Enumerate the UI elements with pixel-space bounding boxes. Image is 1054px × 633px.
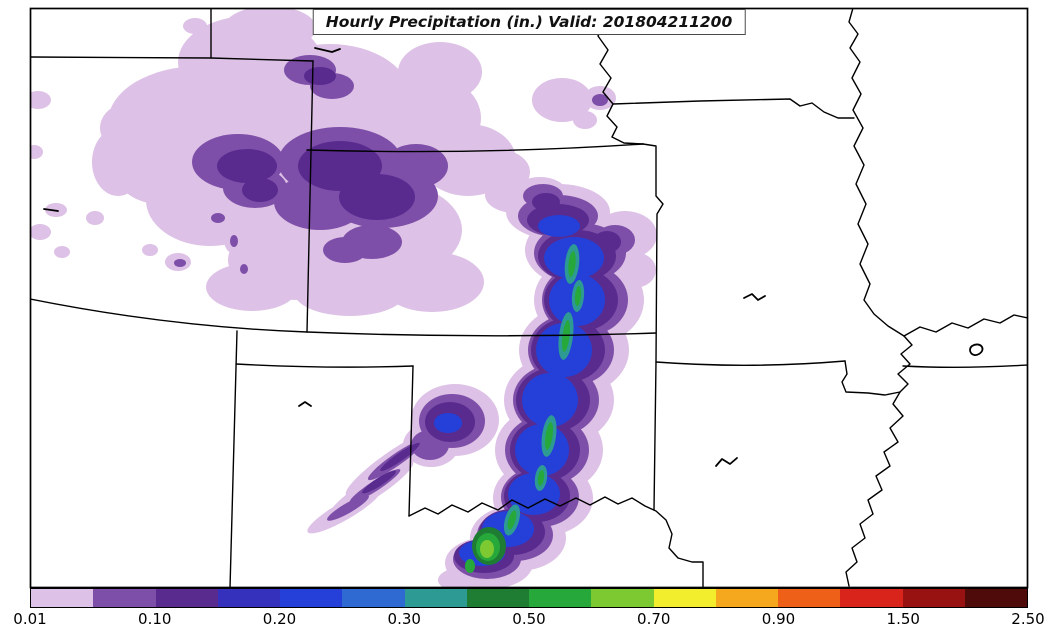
- colorbar-segment: [653, 589, 716, 607]
- colorbar-label: 0.90: [761, 610, 796, 628]
- colorbar-label: 1.50: [886, 610, 920, 628]
- colorbar-label: 2.50: [1011, 610, 1045, 628]
- colorbar-label: 0.50: [512, 610, 546, 628]
- colorbar-label: 0.10: [138, 610, 172, 628]
- border-oklahoma-panhandle-south: [235, 363, 414, 368]
- border-missouri-bootheel: [841, 335, 913, 396]
- colorbar-segment: [778, 589, 841, 607]
- colorbar-segment: [93, 589, 156, 607]
- colorbar-segment: [280, 589, 343, 607]
- colorbar-label: 0.01: [13, 610, 47, 628]
- border-kentucky-tennessee: [902, 364, 1027, 368]
- colorbar-label: 0.20: [262, 610, 297, 628]
- colorbar-segment: [155, 589, 218, 607]
- precipitation-layer: [31, 9, 657, 587]
- border-kansas-oklahoma: [306, 331, 657, 337]
- colorbar-segment: [715, 589, 778, 607]
- colorbar-label: 0.30: [387, 610, 421, 628]
- map-title-text: Hourly Precipitation (in.) Valid: 201804…: [325, 13, 733, 31]
- colorbar-segment: [902, 589, 965, 607]
- border-missouri-west: [642, 143, 664, 511]
- border-missouri-arkansas: [655, 360, 846, 366]
- river-missouri: [596, 9, 644, 145]
- border-100w-texas-oklahoma: [408, 365, 414, 517]
- precip-level-yellow-green: [480, 540, 494, 558]
- border-41n: [31, 56, 314, 62]
- border-colorado-east: [306, 60, 314, 333]
- border-red-river: [408, 496, 704, 587]
- colorbar-segment: [591, 589, 654, 607]
- lake-marks: [43, 47, 984, 467]
- colorbar: [30, 588, 1028, 608]
- colorbar-segment: [964, 589, 1027, 607]
- map-frame-border: [29, 7, 1029, 589]
- colorbar-segment: [404, 589, 467, 607]
- border-colorado-newmexico: [31, 298, 308, 333]
- river-ohio: [903, 314, 1027, 337]
- colorbar-segment: [840, 589, 903, 607]
- border-newmexico-east: [229, 330, 238, 587]
- border-nebraska-kansas: [306, 143, 644, 153]
- colorbar-segment: [31, 589, 94, 607]
- river-mississippi-upper: [848, 9, 905, 337]
- colorbar-label: 0.70: [637, 610, 671, 628]
- river-mississippi-lower: [845, 391, 904, 587]
- colorbar-segment: [217, 589, 280, 607]
- colorbar-segment: [342, 589, 405, 607]
- map-title-box: Hourly Precipitation (in.) Valid: 201804…: [312, 9, 746, 35]
- state-borders-layer: [31, 9, 1027, 587]
- border-iowa-missouri: [612, 98, 855, 119]
- colorbar-labels: 0.01 0.10 0.20 0.30 0.50 0.70 0.90 1.50 2.50: [0, 610, 1054, 630]
- colorbar-segment: [529, 589, 592, 607]
- colorbar-segment: [466, 589, 529, 607]
